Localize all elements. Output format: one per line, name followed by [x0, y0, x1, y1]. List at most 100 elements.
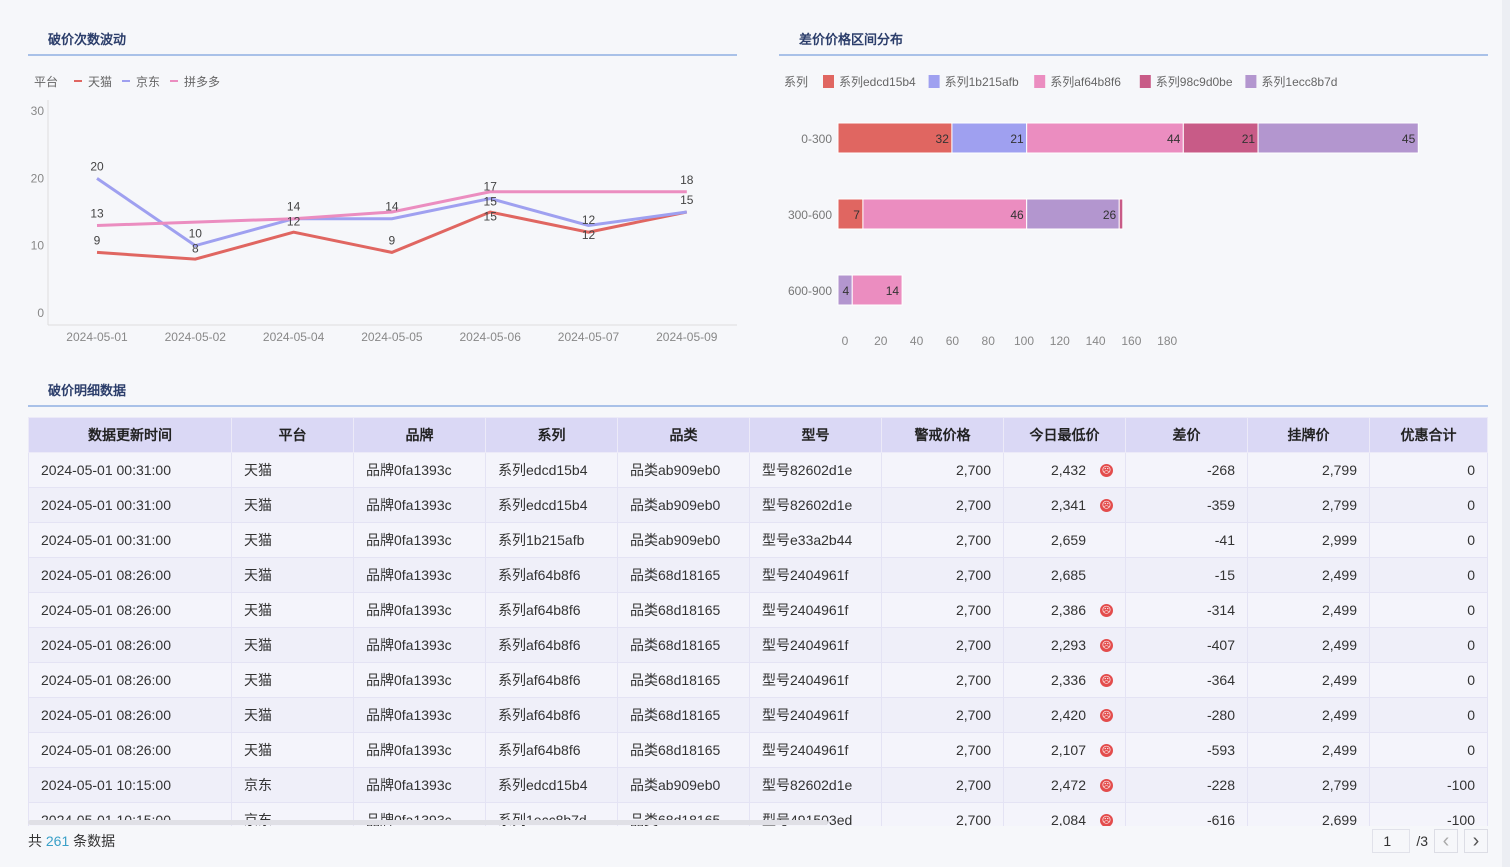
- cell-0: 2024-05-01 10:15:00: [28, 767, 232, 803]
- cell-0: 2024-05-01 08:26:00: [28, 627, 232, 663]
- data-label: 15: [484, 210, 498, 224]
- column-header[interactable]: 差价: [1125, 417, 1248, 453]
- y-tick-label: 20: [31, 171, 45, 185]
- data-label: 15: [680, 193, 694, 207]
- table-row[interactable]: 2024-05-01 08:26:00 天猫 品牌0fa1393c 系列af64b8f…: [28, 662, 1488, 698]
- cell-2: 品牌0fa1393c: [353, 767, 486, 803]
- column-header[interactable]: 警戒价格: [881, 417, 1004, 453]
- column-header[interactable]: 型号: [749, 417, 882, 453]
- lowest-price: 2,432: [1050, 462, 1086, 478]
- cell-8: -41: [1125, 522, 1248, 558]
- bar-value-label: 21: [1242, 132, 1256, 146]
- cell-10: 0: [1369, 697, 1488, 733]
- cell-6: 2,700: [881, 487, 1004, 523]
- data-label: 8: [192, 242, 199, 256]
- legend-label: 天猫: [88, 75, 112, 89]
- cell-7: 2,341 ☹: [1003, 487, 1126, 523]
- cell-6: 2,700: [881, 592, 1004, 628]
- cell-6: 2,700: [881, 802, 1004, 826]
- data-label: 12: [582, 213, 596, 227]
- cell-5: 型号2404961f: [749, 697, 882, 733]
- y-tick-label: 0-300: [801, 132, 832, 146]
- table-row[interactable]: 2024-05-01 10:15:00 京东 品牌0fa1393c 系列edcd15b…: [28, 767, 1488, 803]
- lowest-price: 2,685: [1050, 567, 1086, 583]
- cell-4: 品类ab909eb0: [617, 522, 750, 558]
- column-header[interactable]: 平台: [231, 417, 354, 453]
- cell-5: 型号82602d1e: [749, 452, 882, 488]
- column-header[interactable]: 数据更新时间: [28, 417, 232, 453]
- column-header[interactable]: 优惠合计: [1369, 417, 1488, 453]
- table-row[interactable]: 2024-05-01 00:31:00 天猫 品牌0fa1393c 系列edcd15b…: [28, 452, 1488, 488]
- cell-9: 2,499: [1247, 627, 1370, 663]
- cell-2: 品牌0fa1393c: [353, 627, 486, 663]
- cell-3: 系列edcd15b4: [485, 487, 618, 523]
- cell-5: 型号82602d1e: [749, 767, 882, 803]
- bar-value-label: 4: [843, 284, 850, 298]
- cell-4: 品类68d18165: [617, 662, 750, 698]
- bar-chart-title: 差价价格区间分布: [779, 30, 1488, 56]
- cell-6: 2,700: [881, 522, 1004, 558]
- cell-7: 2,659: [1003, 522, 1126, 558]
- legend-swatch: [823, 75, 834, 88]
- table-row[interactable]: 2024-05-01 08:26:00 天猫 品牌0fa1393c 系列af64b8f…: [28, 627, 1488, 663]
- horizontal-scrollbar[interactable]: [28, 820, 828, 825]
- page-input[interactable]: 1: [1372, 829, 1411, 853]
- cell-5: 型号2404961f: [749, 732, 882, 768]
- cell-9: 2,499: [1247, 592, 1370, 628]
- cell-4: 品类ab909eb0: [617, 452, 750, 488]
- cell-2: 品牌0fa1393c: [353, 487, 486, 523]
- column-header[interactable]: 品牌: [353, 417, 486, 453]
- bar-value-label: 44: [1167, 132, 1181, 146]
- x-tick-label: 0: [842, 334, 849, 348]
- column-header[interactable]: 今日最低价: [1003, 417, 1126, 453]
- x-tick-label: 60: [946, 334, 960, 348]
- cell-10: 0: [1369, 662, 1488, 698]
- data-label: 9: [94, 233, 101, 247]
- table-row[interactable]: 2024-05-01 08:26:00 天猫 品牌0fa1393c 系列af64b8f…: [28, 592, 1488, 628]
- bar-segment: [851, 274, 903, 306]
- table-row[interactable]: 2024-05-01 08:26:00 天猫 品牌0fa1393c 系列af64b8f…: [28, 557, 1488, 593]
- bar-value-label: 21: [1010, 132, 1024, 146]
- legend-swatch: [1245, 75, 1257, 88]
- cell-3: 系列af64b8f6: [485, 732, 618, 768]
- y-tick-label: 600-900: [788, 284, 832, 298]
- cell-1: 天猫: [231, 522, 354, 558]
- next-page-button[interactable]: ›: [1464, 829, 1488, 853]
- table-row[interactable]: 2024-05-01 08:26:00 天猫 品牌0fa1393c 系列af64b8f…: [28, 697, 1488, 733]
- cell-4: 品类68d18165: [617, 732, 750, 768]
- table-row[interactable]: 2024-05-01 00:31:00 天猫 品牌0fa1393c 系列edcd15b…: [28, 487, 1488, 523]
- below-alert-icon: ☹: [1100, 638, 1113, 652]
- count-suffix: 条数据: [73, 833, 116, 849]
- chevron-right-icon: ›: [1472, 829, 1480, 852]
- detail-table[interactable]: 数据更新时间 平台 品牌 系列 品类 型号 警戒价格 今日最低价 差价 挂牌价 优惠合计 2024-…: [28, 417, 1488, 826]
- data-label: 15: [484, 195, 498, 209]
- chevron-left-icon: ‹: [1442, 829, 1450, 852]
- column-header[interactable]: 挂牌价: [1247, 417, 1370, 453]
- column-header[interactable]: 品类: [617, 417, 750, 453]
- cell-7: 2,336 ☹: [1003, 662, 1126, 698]
- cell-8: -314: [1125, 592, 1248, 628]
- lowest-price: 2,084: [1050, 812, 1086, 826]
- vertical-scrollbar[interactable]: [1502, 0, 1510, 867]
- cell-7: 2,420 ☹: [1003, 697, 1126, 733]
- x-tick-label: 20: [874, 334, 888, 348]
- table-row[interactable]: 2024-05-01 08:26:00 天猫 品牌0fa1393c 系列af64b8f…: [28, 732, 1488, 768]
- table-row[interactable]: 2024-05-01 00:31:00 天猫 品牌0fa1393c 系列1b215af…: [28, 522, 1488, 558]
- prev-page-button[interactable]: ‹: [1434, 829, 1458, 853]
- cell-2: 品牌0fa1393c: [353, 592, 486, 628]
- below-alert-icon: ☹: [1100, 463, 1113, 477]
- x-tick-label: 80: [982, 334, 996, 348]
- column-header[interactable]: 系列: [485, 417, 618, 453]
- cell-4: 品类68d18165: [617, 557, 750, 593]
- cell-5: 型号e33a2b44: [749, 522, 882, 558]
- x-tick-label: 160: [1121, 334, 1141, 348]
- cell-6: 2,700: [881, 767, 1004, 803]
- cell-1: 天猫: [231, 557, 354, 593]
- cell-0: 2024-05-01 00:31:00: [28, 522, 232, 558]
- cell-4: 品类68d18165: [617, 697, 750, 733]
- cell-5: 型号82602d1e: [749, 487, 882, 523]
- bar-segment: [1026, 122, 1184, 154]
- cell-8: -593: [1125, 732, 1248, 768]
- lowest-price: 2,341: [1050, 497, 1086, 513]
- cell-1: 京东: [231, 767, 354, 803]
